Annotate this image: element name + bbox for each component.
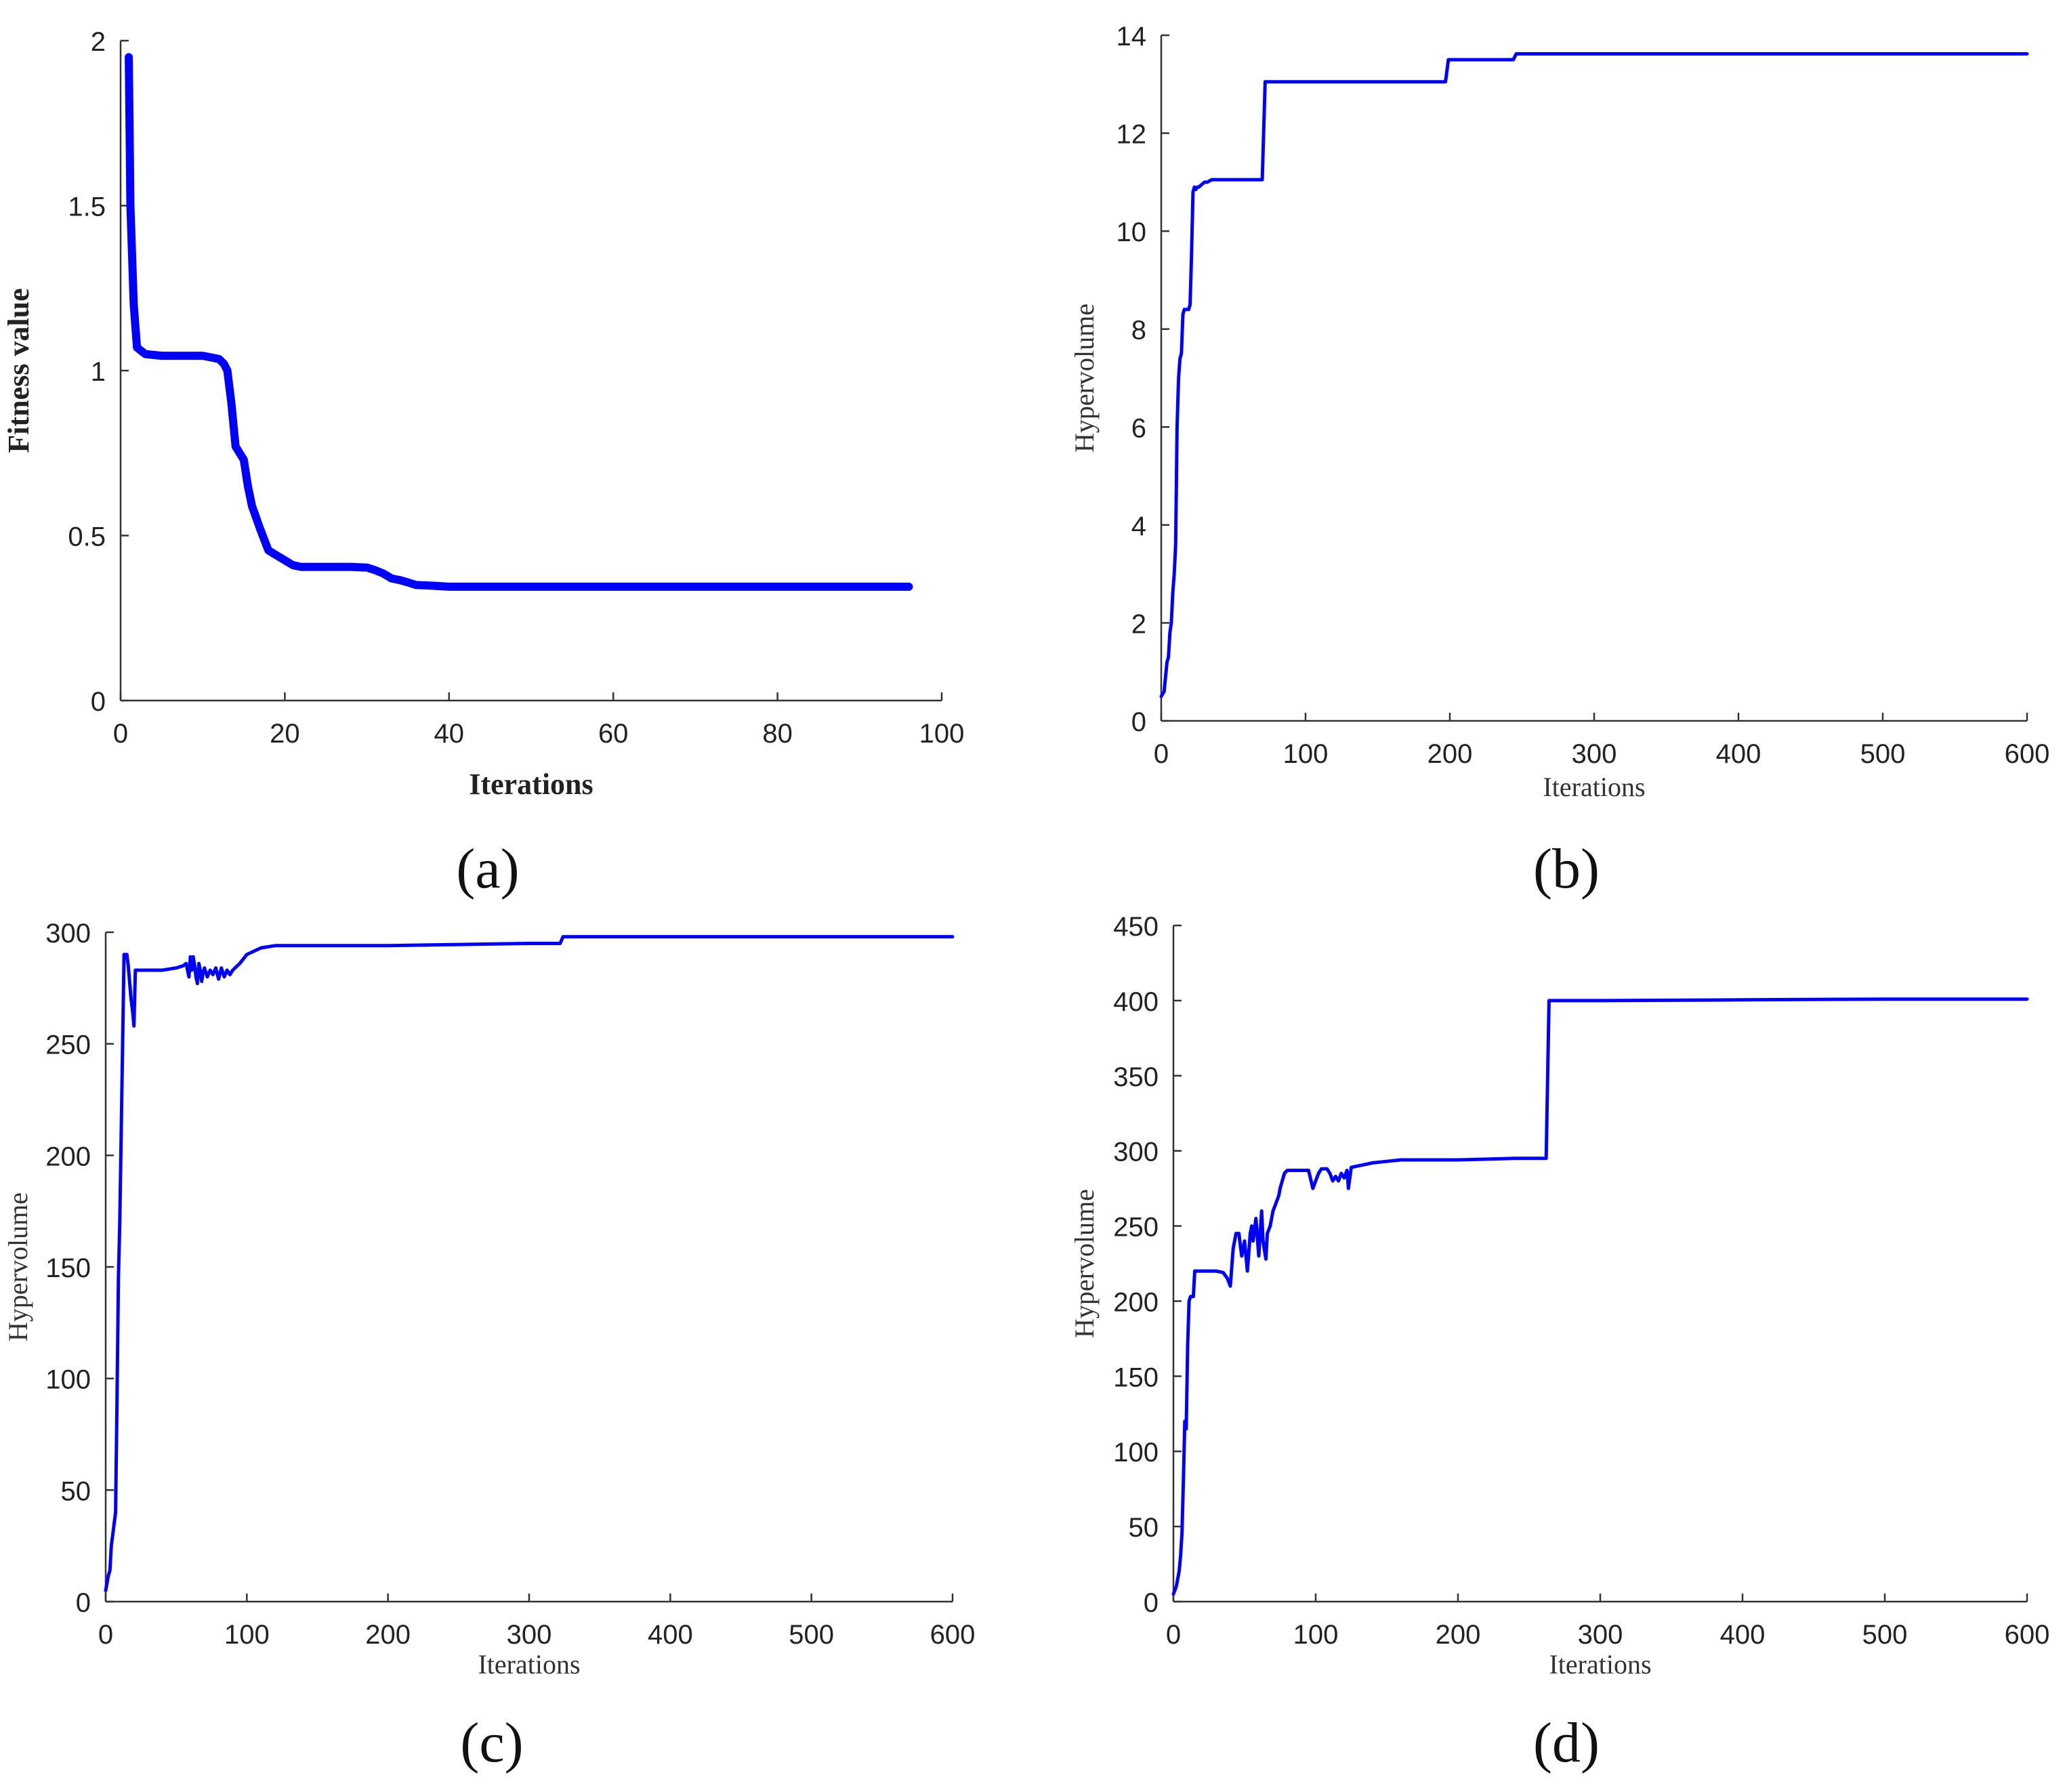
x-tick-label: 300 bbox=[1572, 739, 1617, 769]
series-line-1 bbox=[104, 935, 955, 1592]
x-tick-label: 100 bbox=[1293, 1620, 1339, 1650]
y-tick-label: 10 bbox=[1117, 217, 1147, 247]
y-axis-title: Hypervolume bbox=[1069, 1189, 1100, 1338]
x-tick-label: 100 bbox=[224, 1620, 270, 1650]
x-tick-label: 300 bbox=[507, 1620, 552, 1650]
y-tick-label: 0.5 bbox=[68, 522, 106, 552]
y-tick-label: 200 bbox=[45, 1142, 91, 1171]
y-tick-label: 100 bbox=[1113, 1438, 1159, 1467]
y-tick-label: 6 bbox=[1131, 413, 1146, 443]
x-axis-title: Iterations bbox=[469, 768, 593, 801]
x-tick-label: 0 bbox=[113, 719, 128, 749]
y-tick-label: 2 bbox=[91, 27, 106, 57]
x-tick-label: 400 bbox=[648, 1620, 693, 1650]
y-tick-label: 450 bbox=[1113, 912, 1159, 942]
panel-label: (c) bbox=[460, 1711, 523, 1774]
y-tick-label: 50 bbox=[61, 1476, 91, 1506]
y-tick-label: 400 bbox=[1113, 987, 1159, 1017]
x-tick-label: 200 bbox=[1427, 739, 1473, 769]
x-tick-label: 60 bbox=[598, 719, 629, 749]
x-axis-title: Iterations bbox=[478, 1649, 580, 1680]
x-tick-label: 100 bbox=[919, 719, 965, 749]
x-tick-label: 100 bbox=[1283, 739, 1329, 769]
series-line-1 bbox=[125, 53, 913, 591]
y-tick-label: 1 bbox=[91, 357, 106, 387]
x-tick-label: 600 bbox=[930, 1620, 976, 1650]
y-tick-label: 100 bbox=[45, 1365, 91, 1395]
x-tick-label: 400 bbox=[1720, 1620, 1766, 1650]
y-tick-label: 250 bbox=[1113, 1213, 1159, 1243]
x-tick-label: 20 bbox=[270, 719, 300, 749]
panel-label: (d) bbox=[1533, 1711, 1600, 1774]
x-tick-label: 80 bbox=[762, 719, 793, 749]
chart-panel-a: 0 20 40 60 80 100 0 0.5 1 1.5 2 Iterations Fitness v… bbox=[2, 27, 964, 900]
x-tick-label: 0 bbox=[98, 1620, 113, 1650]
x-tick-label: 600 bbox=[2005, 739, 2050, 769]
y-tick-label: 150 bbox=[45, 1253, 91, 1283]
y-tick-label: 1.5 bbox=[68, 192, 106, 222]
y-tick-label: 0 bbox=[91, 687, 106, 717]
chart-panel-b: 0 100 200 300 400 500 600 0 2 4 6 8 10 12 14 Iterations… bbox=[1069, 22, 2049, 900]
x-tick-label: 500 bbox=[1860, 739, 1906, 769]
y-tick-label: 0 bbox=[1131, 707, 1146, 737]
chart-panel-d: 0 100 200 300 400 500 600 0 50 100 150 200 250 300 350… bbox=[1069, 912, 2049, 1774]
y-axis-title: Hypervolume bbox=[3, 1192, 33, 1341]
y-tick-label: 50 bbox=[1129, 1513, 1159, 1543]
x-tick-label: 600 bbox=[2005, 1620, 2050, 1650]
y-tick-label: 150 bbox=[1113, 1362, 1159, 1392]
y-tick-label: 4 bbox=[1131, 512, 1146, 541]
x-tick-label: 40 bbox=[434, 719, 465, 749]
y-tick-label: 350 bbox=[1113, 1062, 1159, 1092]
y-axis-title: Hypervolume bbox=[1069, 304, 1100, 453]
y-tick-label: 0 bbox=[1144, 1588, 1159, 1618]
y-tick-label: 2 bbox=[1131, 609, 1146, 639]
y-tick-label: 250 bbox=[45, 1030, 91, 1060]
x-tick-label: 500 bbox=[1862, 1620, 1908, 1650]
x-tick-label: 0 bbox=[1154, 739, 1169, 769]
y-tick-label: 200 bbox=[1113, 1287, 1159, 1317]
y-tick-label: 300 bbox=[1113, 1138, 1159, 1167]
x-tick-label: 300 bbox=[1578, 1620, 1623, 1650]
x-tick-label: 500 bbox=[789, 1620, 834, 1650]
y-tick-label: 8 bbox=[1131, 316, 1146, 346]
series-line-1 bbox=[1171, 997, 2029, 1596]
panel-label: (b) bbox=[1533, 837, 1600, 900]
y-tick-label: 12 bbox=[1117, 120, 1147, 150]
series-line-1 bbox=[1159, 52, 2029, 699]
x-axis-title: Iterations bbox=[1549, 1649, 1651, 1680]
y-tick-label: 300 bbox=[45, 919, 91, 949]
chart-panel-c: 0 100 200 300 400 500 600050100150200250300Ite… bbox=[3, 919, 975, 1774]
y-tick-label: 14 bbox=[1117, 22, 1147, 51]
x-tick-label: 200 bbox=[365, 1620, 411, 1650]
x-tick-label: 0 bbox=[1166, 1620, 1181, 1650]
x-tick-label: 400 bbox=[1716, 739, 1761, 769]
y-axis-title: Fitness value bbox=[2, 288, 35, 453]
x-axis-title: Iterations bbox=[1543, 772, 1645, 802]
y-tick-label: 0 bbox=[76, 1588, 91, 1618]
x-tick-label: 200 bbox=[1436, 1620, 1481, 1650]
panel-label: (a) bbox=[456, 837, 519, 900]
